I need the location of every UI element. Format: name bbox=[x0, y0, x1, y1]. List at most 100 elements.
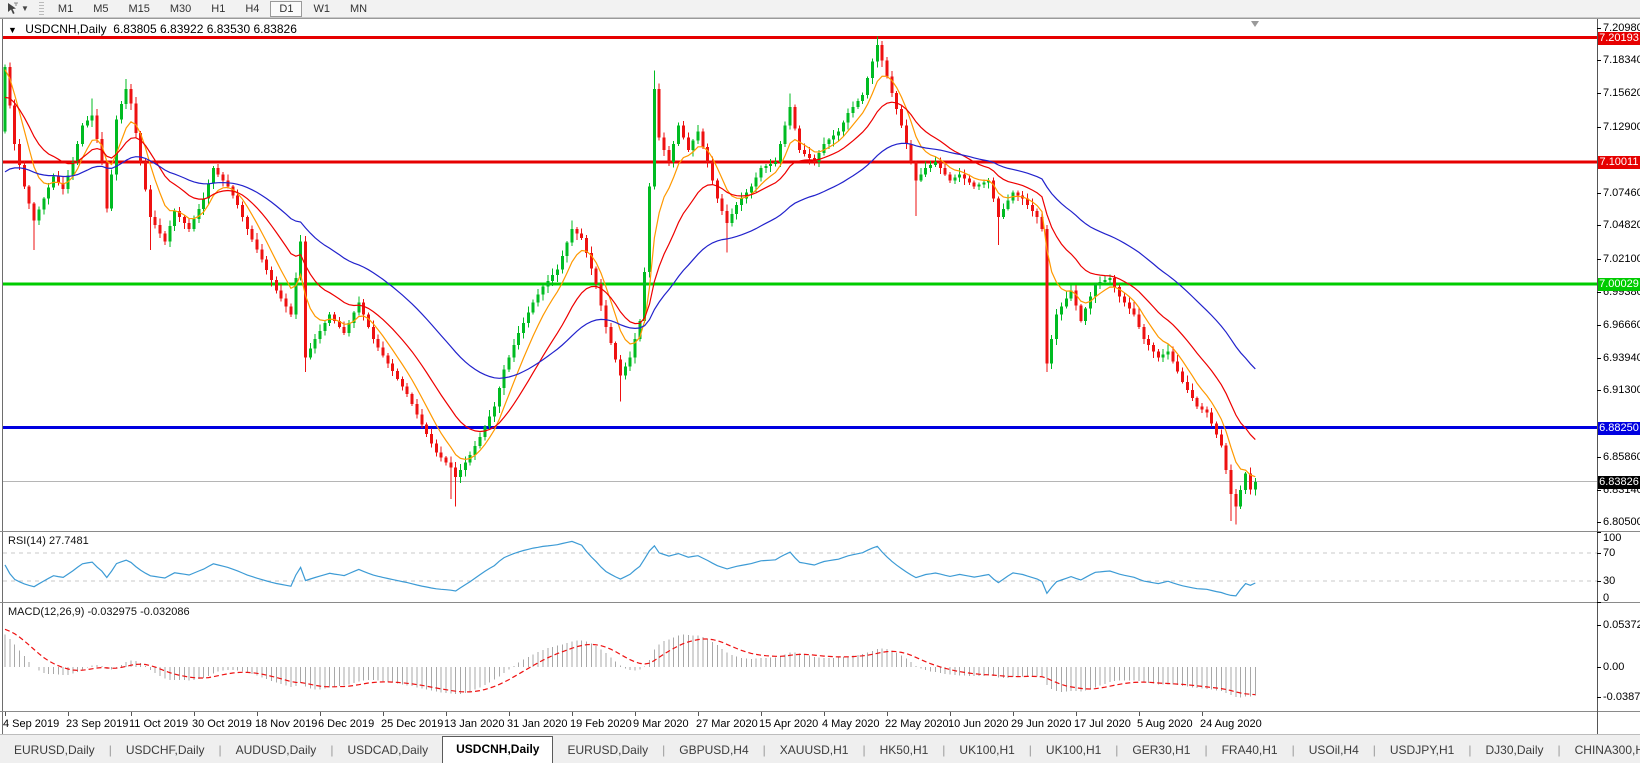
price-axis-label: 7.12900 bbox=[1603, 120, 1640, 133]
price-chart-canvas[interactable] bbox=[0, 26, 1597, 531]
cursor-tool-caret-icon[interactable]: ▼ bbox=[21, 4, 29, 13]
axis-tick-mark bbox=[1597, 193, 1601, 195]
cursor-tool-icon bbox=[8, 2, 18, 14]
tab-separator: | bbox=[762, 743, 766, 757]
chart-shift-marker-icon[interactable] bbox=[1251, 21, 1259, 27]
chart-tab-xauusd-h1[interactable]: XAUUSD,H1 bbox=[779, 743, 849, 757]
tab-separator: | bbox=[1204, 743, 1208, 757]
date-tick-mark bbox=[1075, 712, 1077, 716]
chart-tab-hk50-h1[interactable]: HK50,H1 bbox=[879, 743, 929, 757]
tab-separator: | bbox=[1372, 743, 1376, 757]
macd-indicator-canvas[interactable] bbox=[0, 603, 1597, 711]
chart-tab-uk100-h1[interactable]: UK100,H1 bbox=[959, 743, 1015, 757]
date-axis: 4 Sep 2019 23 Sep 2019 11 Oct 2019 30 Oct 2… bbox=[0, 712, 1597, 734]
chart-tab-dj30-daily[interactable]: DJ30,Daily bbox=[1485, 743, 1544, 757]
price-line-badge: 7.20193 bbox=[1598, 31, 1640, 45]
chart-tab-usdchf-daily[interactable]: USDCHF,Daily bbox=[125, 743, 205, 757]
axis-tick-mark bbox=[1597, 324, 1601, 326]
rsi-indicator-canvas[interactable] bbox=[0, 532, 1597, 602]
chart-tab-usoil-h4[interactable]: USOil,H4 bbox=[1308, 743, 1359, 757]
tab-separator: | bbox=[1028, 743, 1032, 757]
date-tick-mark bbox=[697, 712, 699, 716]
timeframe-button-m5[interactable]: M5 bbox=[93, 2, 109, 15]
chart-tab-usdcad-daily[interactable]: USDCAD,Daily bbox=[347, 743, 429, 757]
chart-tab-uk100-h1[interactable]: UK100,H1 bbox=[1045, 743, 1102, 757]
date-tick-mark bbox=[886, 712, 888, 716]
axis-tick-mark bbox=[1597, 291, 1601, 293]
date-axis-separator bbox=[0, 711, 1640, 712]
date-axis-label: 17 Jul 2020 bbox=[1073, 718, 1131, 730]
cursor-tool-button[interactable]: ▼ bbox=[0, 0, 35, 17]
price-line-badge: 7.00029 bbox=[1598, 277, 1640, 291]
date-tick-mark bbox=[130, 712, 132, 716]
axis-tick-mark bbox=[1597, 532, 1601, 533]
timeframe-button-h1[interactable]: H1 bbox=[211, 2, 226, 15]
timeframe-button-m1[interactable]: M1 bbox=[57, 2, 74, 15]
axis-tick-mark bbox=[1597, 667, 1601, 668]
ohlc-high: 6.83922 bbox=[160, 22, 204, 36]
date-tick-mark bbox=[1201, 712, 1203, 716]
chart-tab-usdcnh-daily[interactable]: USDCNH,Daily bbox=[442, 736, 554, 763]
toolbar-grip-handle[interactable] bbox=[38, 2, 44, 15]
tab-separator: | bbox=[662, 743, 666, 757]
chart-tabs-bar: EURUSD,Daily | USDCHF,Daily | AUDUSD,Daily | U… bbox=[0, 734, 1640, 763]
date-axis-label: 9 Mar 2020 bbox=[632, 718, 689, 730]
timeframe-button-h4[interactable]: H4 bbox=[245, 2, 260, 15]
axis-tick-mark bbox=[1597, 60, 1601, 62]
date-tick-mark bbox=[571, 712, 573, 716]
price-axis-label: 7.04820 bbox=[1603, 219, 1640, 232]
timeframe-button-mn[interactable]: MN bbox=[349, 2, 368, 15]
chart-tab-fra40-h1[interactable]: FRA40,H1 bbox=[1221, 743, 1278, 757]
date-axis-label: 11 Oct 2019 bbox=[128, 718, 189, 730]
chart-tab-eurusd-daily[interactable]: EURUSD,Daily bbox=[14, 743, 95, 757]
price-axis-label: 6.85860 bbox=[1603, 450, 1640, 463]
price-axis-label: 7.18340 bbox=[1603, 54, 1640, 67]
chart-title: ▼ USDCNH,Daily 6.83805 6.83922 6.83530 6… bbox=[8, 22, 297, 36]
chart-tab-gbpusd-h4[interactable]: GBPUSD,H4 bbox=[679, 743, 749, 757]
tab-separator: | bbox=[1468, 743, 1472, 757]
price-axis-label: 7.20980 bbox=[1603, 22, 1640, 34]
chart-tab-usdjpy-h1[interactable]: USDJPY,H1 bbox=[1389, 743, 1455, 757]
macd-panel-separator[interactable] bbox=[0, 602, 1640, 603]
plot-left-border bbox=[2, 19, 3, 734]
chart-tab-ger30-h1[interactable]: GER30,H1 bbox=[1132, 743, 1191, 757]
date-axis-label: 4 Sep 2019 bbox=[3, 718, 60, 730]
axis-tick-mark bbox=[1597, 225, 1601, 227]
rsi-label: RSI(14) 27.7481 bbox=[8, 535, 89, 547]
rsi-axis-label: 0 bbox=[1603, 592, 1610, 604]
price-axis-label: 6.80500 bbox=[1603, 516, 1640, 529]
price-axis-label: 6.96660 bbox=[1603, 318, 1640, 331]
date-tick-mark bbox=[823, 712, 825, 716]
macd-label: MACD(12,26,9) -0.032975 -0.032086 bbox=[8, 606, 190, 618]
timeframe-button-m15[interactable]: M15 bbox=[128, 2, 150, 15]
timeframe-button-w1[interactable]: W1 bbox=[313, 2, 330, 15]
date-axis-label: 19 Feb 2020 bbox=[569, 718, 632, 730]
timeframe-button-d1[interactable]: D1 bbox=[270, 0, 303, 17]
tab-separator: | bbox=[108, 743, 112, 757]
date-tick-mark bbox=[67, 712, 69, 716]
date-tick-mark bbox=[193, 712, 195, 716]
date-axis-label: 18 Nov 2019 bbox=[254, 718, 318, 730]
date-tick-mark bbox=[1012, 712, 1014, 716]
chart-tab-eurusd-daily[interactable]: EURUSD,Daily bbox=[567, 743, 649, 757]
rsi-panel-separator[interactable] bbox=[0, 531, 1640, 532]
date-tick-mark bbox=[5, 712, 6, 716]
date-tick-mark bbox=[508, 712, 510, 716]
tab-separator: | bbox=[1291, 743, 1295, 757]
tab-separator: | bbox=[1115, 743, 1119, 757]
date-tick-mark bbox=[445, 712, 447, 716]
date-axis-label: 30 Oct 2019 bbox=[191, 718, 252, 730]
date-axis-label: 27 Mar 2020 bbox=[695, 718, 758, 730]
date-axis-label: 15 Apr 2020 bbox=[758, 718, 819, 730]
chart-tab-audusd-daily[interactable]: AUDUSD,Daily bbox=[235, 743, 317, 757]
tab-separator: | bbox=[942, 743, 946, 757]
rsi-axis-label: 30 bbox=[1603, 575, 1616, 587]
price-axis-label: 7.02100 bbox=[1603, 252, 1640, 265]
axis-tick-mark bbox=[1597, 28, 1601, 29]
axis-tick-mark bbox=[1597, 625, 1601, 627]
chart-window: ▼ USDCNH,Daily 6.83805 6.83922 6.83530 6… bbox=[0, 18, 1640, 734]
chart-collapse-caret-icon[interactable]: ▼ bbox=[8, 25, 17, 35]
timeframe-button-m30[interactable]: M30 bbox=[169, 2, 192, 15]
price-axis-label: 7.07460 bbox=[1603, 187, 1640, 200]
chart-tab-china300-h1[interactable]: CHINA300,H1 bbox=[1574, 743, 1640, 757]
